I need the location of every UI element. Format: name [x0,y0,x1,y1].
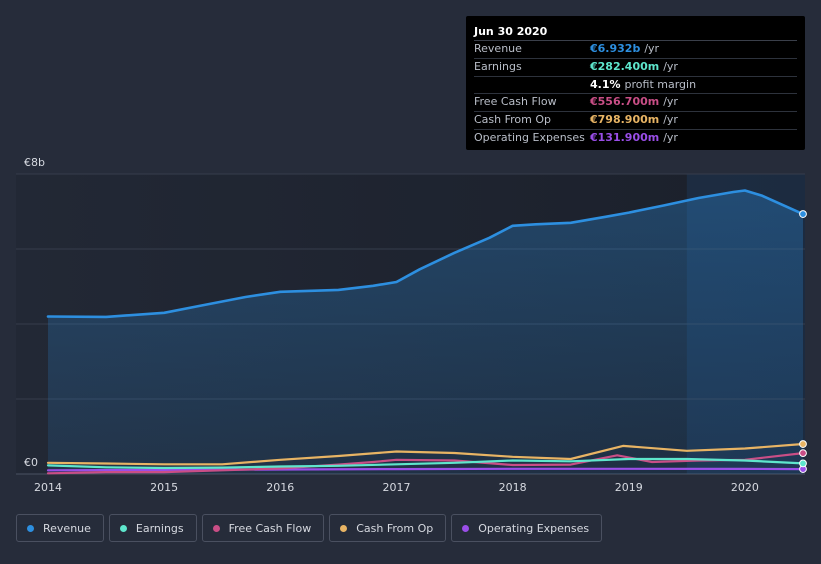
legend-item-label: Free Cash Flow [228,521,312,535]
tooltip-row-value: €798.900m [590,113,660,127]
tooltip-row-value: 4.1% [590,77,621,91]
x-tick-label: 2020 [731,481,759,494]
tooltip-row-value: €6.932b [590,42,641,55]
legend-item-cash-from-op[interactable]: Cash From Op [329,514,447,542]
earnings-endpoint [799,459,807,468]
legend-dot-icon [340,524,348,532]
tooltip-row-unit: /yr [663,113,678,127]
revenue-endpoint [799,210,807,218]
y-axis-top-label: €8b [24,156,45,169]
x-tick-label: 2015 [150,481,178,494]
tooltip-row: Revenue €6.932b/yr [474,41,797,59]
legend-item-earnings[interactable]: Earnings [108,514,197,542]
free-cash-flow-line [46,452,805,475]
legend-dot-icon [27,524,34,532]
legend-dot-icon [119,524,127,532]
legend-item-operating-expenses[interactable]: Operating Expenses [451,514,603,542]
legend-item-label: Revenue [43,521,91,535]
x-tick-label: 2014 [34,481,62,494]
legend-item-revenue[interactable]: Revenue [16,514,104,542]
tooltip-row: Free Cash Flow €556.700m/yr [474,94,797,113]
tooltip-row-label: Free Cash Flow [474,95,557,109]
legend-dot-icon [462,524,470,532]
x-tick-label: 2017 [382,481,410,494]
tooltip-row-label: Operating Expenses [474,130,585,144]
cash-from-op-endpoint [799,440,807,448]
tooltip-row: 4.1% profit margin [474,77,797,95]
operating-expenses-line [46,467,805,472]
tooltip-row-label: Revenue [474,42,522,55]
tooltip-row: Cash From Op €798.900m/yr [474,112,797,130]
x-tick-label: 2018 [499,481,527,494]
tooltip-row-label: Earnings [474,59,522,73]
legend-item-label: Cash From Op [356,521,434,535]
y-axis-bottom-label: €0 [24,456,38,469]
tooltip-row: Operating Expenses €131.900m/yr [474,130,797,147]
tooltip-row-value: €131.900m [590,130,660,144]
tooltip-row-unit: /yr [663,59,678,73]
tooltip-row-label [474,77,590,94]
tooltip-row: Earnings €282.400m/yr [474,59,797,77]
tooltip-rows: Revenue €6.932b/yr Earnings €282.400m/yr 4.1… [474,41,797,147]
legend-item-free-cash-flow[interactable]: Free Cash Flow [201,514,325,542]
legend-item-label: Operating Expenses [478,521,590,535]
tooltip-row-unit: /yr [663,95,678,109]
revenue-area [48,190,803,474]
cash-from-op-line [46,442,805,466]
x-tick-label: 2019 [615,481,643,494]
legend-item-label: Earnings [135,521,184,535]
tooltip-row-unit: /yr [663,130,678,144]
tooltip-row-value: €556.700m [590,95,660,109]
tooltip-panel: Jun 30 2020 Revenue €6.932b/yr Earnings €28… [466,16,805,150]
revenue-line [46,189,805,319]
tooltip-date: Jun 30 2020 [474,23,797,41]
legend: Revenue Earnings Free Cash Flow Cash From O… [16,514,603,542]
tooltip-row-unit: /yr [644,42,660,55]
legend-dot-icon [212,524,220,532]
tooltip-row-label: Cash From Op [474,113,552,127]
free-cash-flow-endpoint [799,449,807,458]
tooltip-row-unit: profit margin [624,77,697,91]
x-tick-label: 2016 [266,481,294,494]
earnings-line [46,457,805,470]
tooltip-row-value: €282.400m [590,59,660,73]
